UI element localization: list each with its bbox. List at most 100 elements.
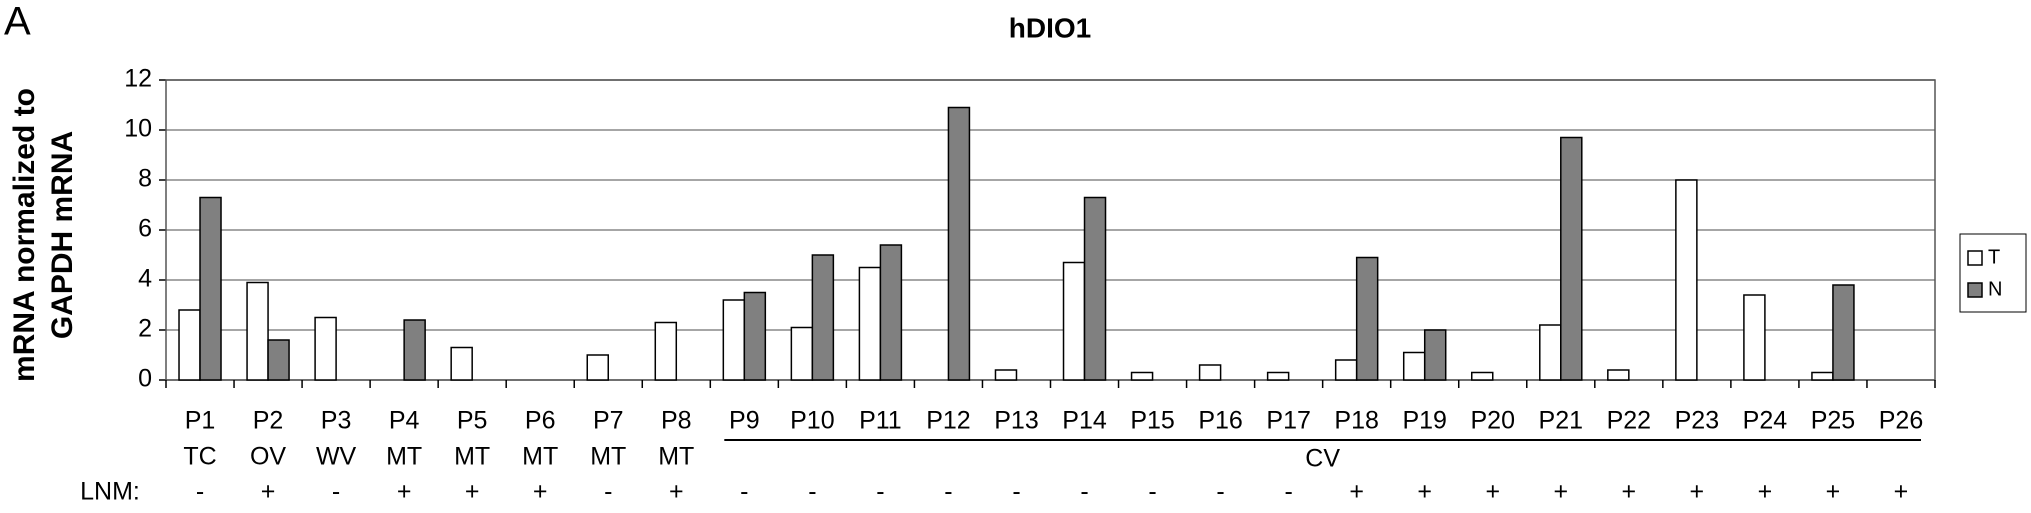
chart-title: hDIO1 xyxy=(1009,12,1091,43)
x-tick-label: P15 xyxy=(1130,407,1174,435)
y-tick-label: 0 xyxy=(138,365,152,393)
x-tick-label: P6 xyxy=(525,407,556,435)
bar xyxy=(790,326,814,381)
bar xyxy=(1423,329,1447,381)
x-tick-label: P21 xyxy=(1539,407,1583,435)
bar xyxy=(1607,369,1630,381)
lnm-mark: + xyxy=(397,478,412,506)
x-tick-label: P26 xyxy=(1879,407,1923,435)
x-tick-label: P5 xyxy=(457,407,488,435)
lnm-mark: - xyxy=(1284,478,1292,506)
subtype-label: TC xyxy=(183,443,216,471)
x-tick-label: P17 xyxy=(1266,407,1310,435)
x-tick-label: P2 xyxy=(253,407,284,435)
bar xyxy=(879,244,903,381)
bar xyxy=(1130,371,1154,381)
bar xyxy=(811,254,835,381)
bar xyxy=(1355,256,1379,381)
y-tick-label: 2 xyxy=(138,315,152,343)
bar xyxy=(1560,136,1583,381)
lnm-mark: + xyxy=(465,478,480,506)
lnm-mark: + xyxy=(669,478,684,506)
legend-swatch xyxy=(1967,282,1983,298)
lnm-mark: - xyxy=(944,478,952,506)
lnm-mark: + xyxy=(1553,478,1568,506)
lnm-mark: - xyxy=(1080,478,1088,506)
subtype-label: MT xyxy=(522,443,558,471)
lnm-mark: - xyxy=(876,478,884,506)
lnm-mark: + xyxy=(261,478,276,506)
x-tick-label: P7 xyxy=(593,407,624,435)
lnm-mark: - xyxy=(1012,478,1020,506)
lnm-mark: - xyxy=(332,478,340,506)
lnm-mark: + xyxy=(1690,478,1705,506)
lnm-mark: + xyxy=(533,478,548,506)
lnm-mark: - xyxy=(196,478,204,506)
lnm-mark: + xyxy=(1349,478,1364,506)
bar xyxy=(1266,371,1290,381)
lnm-label: LNM: xyxy=(80,478,140,506)
y-tick-label: 12 xyxy=(124,65,152,93)
lnm-mark: + xyxy=(1622,478,1637,506)
legend-label: N xyxy=(1988,278,2002,300)
x-tick-label: P8 xyxy=(661,407,692,435)
lnm-mark: + xyxy=(1485,478,1500,506)
lnm-mark: - xyxy=(808,478,816,506)
lnm-mark: + xyxy=(1758,478,1773,506)
bar xyxy=(246,281,269,381)
bar xyxy=(654,321,678,381)
bar xyxy=(199,196,222,381)
bar xyxy=(947,106,971,381)
y-tick-label: 6 xyxy=(138,215,152,243)
bar xyxy=(1402,351,1426,381)
legend-label: T xyxy=(1988,246,2000,268)
y-axis-label: GAPDH mRNA xyxy=(46,131,79,339)
lnm-mark: - xyxy=(1148,478,1156,506)
bar xyxy=(586,354,609,381)
bar xyxy=(1471,371,1494,381)
x-tick-label: P4 xyxy=(389,407,420,435)
x-tick-label: P19 xyxy=(1402,407,1446,435)
lnm-mark: + xyxy=(1826,478,1841,506)
subtype-label: OV xyxy=(250,443,286,471)
legend-swatch xyxy=(1967,250,1983,266)
bar xyxy=(403,319,426,381)
x-tick-label: P13 xyxy=(994,407,1038,435)
bar xyxy=(1675,179,1698,381)
bar xyxy=(1198,364,1222,381)
subtype-label: MT xyxy=(386,443,422,471)
bar xyxy=(743,291,767,381)
x-tick-label: P9 xyxy=(729,407,760,435)
x-tick-label: P25 xyxy=(1811,407,1855,435)
x-tick-label: P3 xyxy=(321,407,352,435)
x-tick-label: P24 xyxy=(1743,407,1788,435)
x-tick-label: P20 xyxy=(1471,407,1515,435)
bar xyxy=(1062,261,1086,381)
y-axis-label: mRNA normalized to xyxy=(8,88,41,382)
x-tick-label: P16 xyxy=(1198,407,1242,435)
bar xyxy=(994,369,1018,381)
bar xyxy=(722,299,746,381)
subtype-label: MT xyxy=(658,443,694,471)
lnm-mark: - xyxy=(740,478,748,506)
bar xyxy=(1539,324,1562,381)
y-tick-label: 4 xyxy=(138,265,152,293)
subtype-label: MT xyxy=(590,443,626,471)
x-tick-label: P14 xyxy=(1062,407,1107,435)
x-tick-label: P23 xyxy=(1675,407,1719,435)
bar xyxy=(858,266,882,381)
x-tick-label: P12 xyxy=(926,407,970,435)
bar xyxy=(1083,196,1107,381)
lnm-mark: - xyxy=(1216,478,1224,506)
lnm-mark: + xyxy=(1417,478,1432,506)
subtype-label: MT xyxy=(454,443,490,471)
x-tick-label: P11 xyxy=(859,407,902,435)
x-tick-label: P18 xyxy=(1334,407,1378,435)
legend-frame xyxy=(1959,233,2027,313)
subtype-label: WV xyxy=(316,443,357,471)
bar xyxy=(1334,359,1358,381)
bar xyxy=(267,339,290,381)
lnm-mark: - xyxy=(604,478,612,506)
bar xyxy=(178,309,201,381)
